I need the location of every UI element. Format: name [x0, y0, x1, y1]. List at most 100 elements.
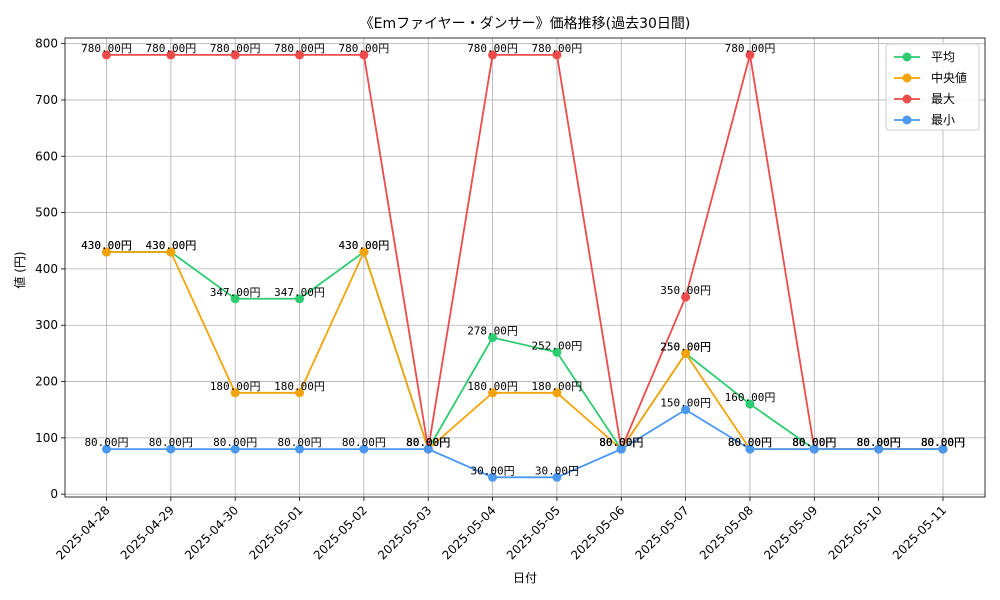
x-tick-label: 2025-05-06 [568, 503, 627, 562]
data-point [102, 247, 111, 257]
data-label: 160.00円 [725, 391, 776, 404]
data-point [874, 444, 884, 454]
data-label: 80.00円 [728, 436, 772, 449]
data-label: 80.00円 [857, 436, 901, 449]
x-axis-title: 日付 [513, 571, 537, 585]
data-label: 347.00円 [274, 286, 325, 299]
y-tick-label: 700 [35, 93, 58, 107]
x-tick-label: 2025-05-08 [697, 503, 756, 562]
legend-label: 中央値 [931, 70, 967, 85]
data-label-layer: 430.00円 430.00円 347.00円 347.00円 430.00円 80.00… [81, 42, 965, 477]
data-label: 80.00円 [599, 436, 643, 449]
data-point [359, 247, 369, 257]
data-point [359, 50, 369, 60]
legend-entry: 平均 [894, 50, 955, 64]
data-label: 430.00円 [81, 239, 132, 252]
data-label: 80.00円 [792, 436, 836, 449]
data-point [295, 294, 305, 304]
series-line [106, 251, 943, 451]
data-point [230, 294, 240, 304]
series-layer [102, 50, 948, 482]
data-label: 780.00円 [467, 42, 518, 55]
data-label: 30.00円 [471, 464, 515, 477]
data-label: 80.00円 [84, 436, 128, 449]
data-label: 252.00円 [532, 339, 583, 352]
data-point [552, 472, 562, 482]
legend-marker [902, 73, 912, 83]
series-3 [102, 405, 948, 482]
legend-label: 最小 [931, 113, 955, 127]
data-point [423, 444, 433, 454]
data-point [488, 472, 498, 482]
data-label: 80.00円 [792, 436, 836, 449]
data-label: 780.00円 [81, 42, 132, 55]
data-label: 80.00円 [921, 436, 965, 449]
data-label: 30.00円 [535, 464, 579, 477]
x-tick-label: 2025-05-10 [826, 503, 885, 562]
data-label: 80.00円 [342, 436, 386, 449]
data-label: 80.00円 [921, 436, 965, 449]
data-point [102, 444, 111, 454]
data-point [359, 444, 369, 454]
data-label: 430.00円 [339, 239, 390, 252]
y-tick-label: 100 [35, 431, 58, 445]
data-point [166, 50, 176, 60]
data-label: 780.00円 [725, 42, 776, 55]
data-label: 350.00円 [660, 284, 711, 297]
data-label: 780.00円 [532, 42, 583, 55]
chart-title: 《Emファイヤー・ダンサー》価格推移(過去30日間) [360, 16, 691, 32]
x-tick-label: 2025-04-30 [182, 503, 241, 562]
data-point [745, 399, 755, 409]
legend-entry: 中央値 [894, 70, 967, 85]
data-label: 180.00円 [467, 380, 518, 393]
data-label: 430.00円 [339, 239, 390, 252]
data-label: 80.00円 [406, 436, 450, 449]
data-point [102, 50, 111, 60]
series-line [106, 53, 943, 451]
data-point [166, 247, 176, 257]
data-point [488, 388, 498, 398]
data-label: 80.00円 [149, 436, 193, 449]
data-point [681, 292, 691, 302]
data-label: 80.00円 [921, 436, 965, 449]
data-label: 80.00円 [728, 436, 772, 449]
data-label: 80.00円 [406, 436, 450, 449]
legend-entry: 最小 [894, 113, 955, 127]
data-point [230, 388, 240, 398]
data-point [681, 348, 691, 358]
data-label: 80.00円 [599, 436, 643, 449]
x-tick-label: 2025-05-01 [246, 503, 305, 562]
data-label: 80.00円 [406, 436, 450, 449]
data-point [552, 347, 562, 357]
legend-label: 最大 [931, 92, 955, 106]
x-tick-label: 2025-05-03 [375, 503, 434, 562]
data-label: 80.00円 [277, 436, 321, 449]
data-point [295, 388, 305, 398]
data-point [616, 444, 626, 454]
x-tick-label: 2025-04-28 [53, 503, 112, 562]
series-1 [102, 247, 948, 454]
data-label: 780.00円 [339, 42, 390, 55]
data-point [745, 444, 755, 454]
data-label: 180.00円 [532, 380, 583, 393]
legend-marker [902, 52, 912, 62]
data-point [552, 388, 562, 398]
data-label: 250.00円 [660, 340, 711, 353]
x-tick-label: 2025-05-09 [761, 503, 820, 562]
data-label: 347.00円 [210, 286, 261, 299]
y-axis-title: 値 (円) [12, 251, 27, 288]
legend-entry: 最大 [894, 92, 955, 106]
data-point [166, 444, 176, 454]
data-point [488, 333, 498, 343]
data-label: 430.00円 [145, 239, 196, 252]
data-label: 80.00円 [213, 436, 257, 449]
y-tick-label: 300 [35, 318, 58, 332]
data-label: 430.00円 [145, 239, 196, 252]
x-tick-label: 2025-05-11 [890, 503, 949, 562]
data-point [295, 50, 305, 60]
y-tick-label: 500 [35, 206, 58, 220]
plot-frame [64, 37, 986, 498]
data-point [295, 444, 305, 454]
